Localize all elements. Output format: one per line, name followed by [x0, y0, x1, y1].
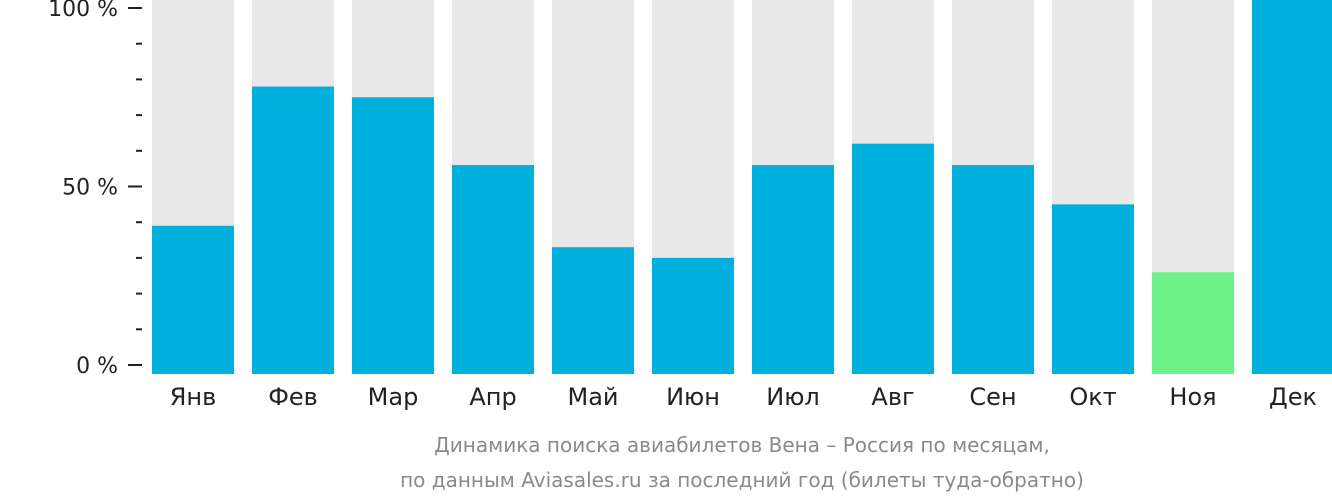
bar-group — [852, 0, 934, 374]
x-tick-label: Мар — [368, 383, 419, 411]
x-tick-label: Дек — [1269, 383, 1317, 411]
y-axis: 0 % 50 % 100 % — [48, 0, 142, 379]
y-tick-label: 0 % — [76, 354, 118, 379]
bar-group — [1052, 0, 1134, 374]
bar — [352, 97, 434, 374]
bar — [1252, 0, 1332, 374]
x-axis-labels: Янв Фев Мар Апр Май Июн Июл Авг Сен Окт Ноя Дек — [170, 383, 1317, 411]
x-tick-label: Ноя — [1169, 383, 1216, 411]
x-tick-label: Окт — [1069, 383, 1116, 411]
caption-line-2: по данным Aviasales.ru за последний год … — [400, 468, 1084, 492]
caption-line-1: Динамика поиска авиабилетов Вена – Росси… — [434, 433, 1050, 457]
bar — [952, 165, 1034, 374]
bar — [452, 165, 534, 374]
y-tick-label: 50 % — [62, 176, 118, 201]
bar — [552, 247, 634, 374]
bar — [652, 257, 734, 374]
bar-group — [652, 0, 734, 374]
bar-group — [452, 0, 534, 374]
bar-group — [552, 0, 634, 374]
bar-highlighted — [1152, 272, 1234, 374]
x-tick-label: Авг — [871, 383, 914, 411]
x-tick-label: Апр — [469, 383, 516, 411]
bar — [852, 143, 934, 374]
bar-group — [1152, 0, 1234, 374]
bars — [152, 0, 1332, 374]
x-tick-label: Янв — [170, 383, 217, 411]
bar — [252, 86, 334, 374]
x-tick-label: Фев — [268, 383, 318, 411]
x-tick-label: Июл — [766, 383, 820, 411]
bar — [1052, 204, 1134, 374]
bar — [752, 165, 834, 374]
chart-caption: Динамика поиска авиабилетов Вена – Росси… — [400, 433, 1084, 492]
bar-group — [1252, 0, 1332, 374]
bar-group — [352, 0, 434, 374]
x-tick-label: Июн — [666, 383, 720, 411]
bar — [152, 225, 234, 374]
bar-group — [252, 0, 334, 374]
bar-group — [952, 0, 1034, 374]
bar-group — [752, 0, 834, 374]
y-tick-label: 100 % — [48, 0, 118, 22]
bar-group — [152, 0, 234, 374]
x-tick-label: Май — [567, 383, 618, 411]
x-tick-label: Сен — [969, 383, 1016, 411]
